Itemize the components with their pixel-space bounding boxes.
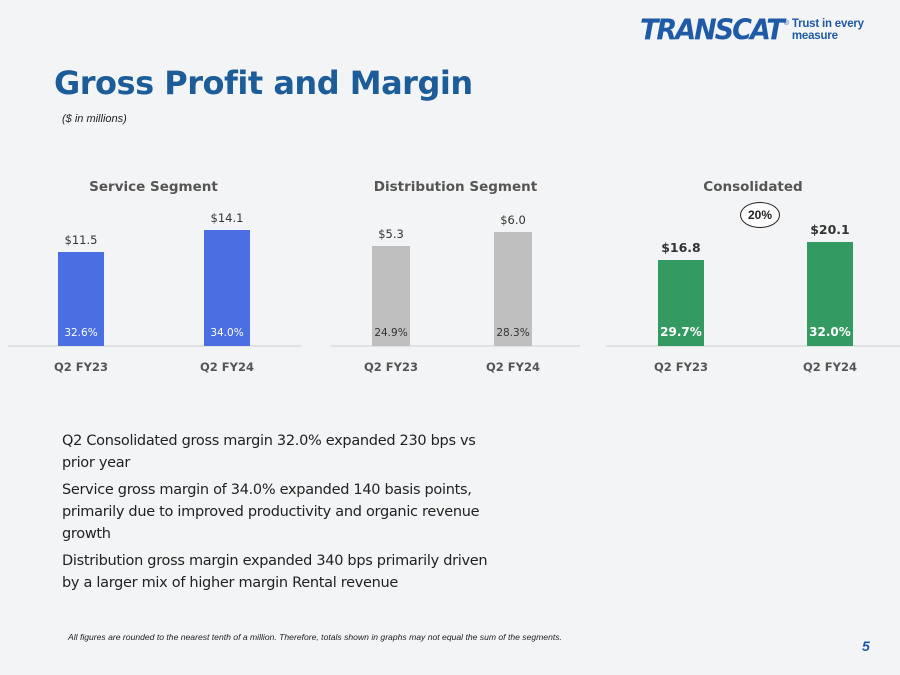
value-label: $14.1 xyxy=(211,211,244,225)
bar-q2-fy23 xyxy=(658,260,704,346)
bar-q2-fy23 xyxy=(372,246,410,346)
slide-title: Gross Profit and Margin xyxy=(54,64,473,102)
margin-label: 32.6% xyxy=(64,327,97,339)
footnote: All figures are rounded to the nearest t… xyxy=(68,632,562,642)
category-label: Q2 FY24 xyxy=(486,360,540,374)
key-points: Q2 Consolidated gross margin 32.0% expan… xyxy=(62,430,502,599)
bar-q2-fy24 xyxy=(807,242,853,346)
margin-label: 34.0% xyxy=(210,327,243,339)
logo-tagline: Trust in every measure xyxy=(791,18,864,42)
company-logo: TRANSCAT ® Trust in every measure xyxy=(640,14,900,47)
page-number: 5 xyxy=(862,638,870,654)
slide-subtitle: ($ in millions) xyxy=(62,113,127,125)
consolidated-plot: $16.8 29.7% Q2 FY23 $20.1 32.0% Q2 FY24 xyxy=(606,222,900,374)
consolidated-chart: Consolidated $16.8 29.7% Q2 FY23 $20.1 32.0%… xyxy=(606,170,900,380)
bar-q2-fy24 xyxy=(204,230,250,346)
category-label: Q2 FY23 xyxy=(364,360,418,374)
logo-registered-mark: ® xyxy=(783,20,789,27)
bar-q2-fy24 xyxy=(494,232,532,346)
bullet-consolidated: Q2 Consolidated gross margin 32.0% expan… xyxy=(62,433,476,471)
margin-label: 32.0% xyxy=(809,325,851,339)
service-segment-chart: Service Segment $11.5 32.6% Q2 FY23 $14.1 34… xyxy=(8,170,301,380)
value-label: $11.5 xyxy=(65,233,98,247)
service-segment-plot: $11.5 32.6% Q2 FY23 $14.1 34.0% Q2 FY24 xyxy=(8,211,301,374)
chart-title: Consolidated xyxy=(703,179,803,195)
bullet-distribution: Distribution gross margin expanded 340 b… xyxy=(62,553,488,591)
distribution-segment-chart: Distribution Segment $5.3 24.9% Q2 FY23 $6.… xyxy=(331,170,580,380)
chart-title: Distribution Segment xyxy=(373,179,538,195)
chart-title: Service Segment xyxy=(89,179,218,195)
margin-label: 28.3% xyxy=(496,327,529,339)
margin-label: 24.9% xyxy=(374,327,407,339)
value-label: $5.3 xyxy=(378,227,404,241)
category-label: Q2 FY23 xyxy=(54,360,108,374)
category-label: Q2 FY24 xyxy=(200,360,254,374)
category-label: Q2 FY24 xyxy=(803,360,857,374)
value-label: $20.1 xyxy=(810,222,850,237)
logo-wordmark: TRANSCAT xyxy=(640,14,785,47)
distribution-segment-plot: $5.3 24.9% Q2 FY23 $6.0 28.3% Q2 FY24 xyxy=(331,213,580,374)
value-label: $16.8 xyxy=(661,240,701,255)
bullet-service: Service gross margin of 34.0% expanded 1… xyxy=(62,482,480,542)
bar-q2-fy23 xyxy=(58,252,104,346)
growth-annotation-bubble: 20% xyxy=(740,202,780,228)
value-label: $6.0 xyxy=(500,213,526,227)
margin-label: 29.7% xyxy=(660,325,702,339)
category-label: Q2 FY23 xyxy=(654,360,708,374)
